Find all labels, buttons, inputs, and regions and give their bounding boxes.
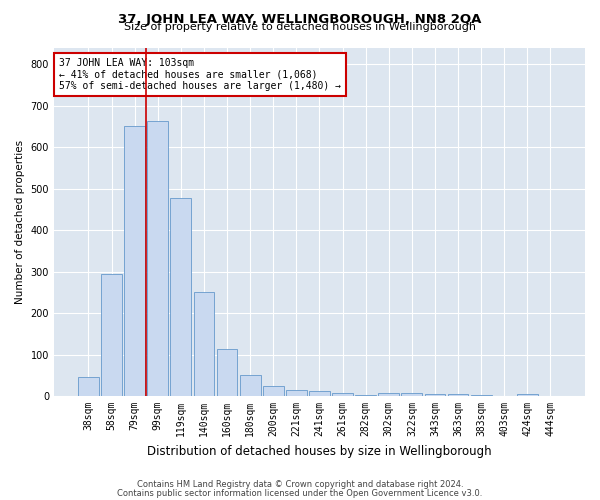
Bar: [379, 392, 399, 396]
Bar: [286, 390, 307, 396]
Bar: [448, 394, 469, 396]
Bar: [517, 394, 538, 396]
Bar: [425, 394, 445, 396]
Text: 37 JOHN LEA WAY: 103sqm
← 41% of detached houses are smaller (1,068)
57% of semi: 37 JOHN LEA WAY: 103sqm ← 41% of detache…: [59, 58, 341, 91]
Text: Size of property relative to detached houses in Wellingborough: Size of property relative to detached ho…: [124, 22, 476, 32]
Text: Contains public sector information licensed under the Open Government Licence v3: Contains public sector information licen…: [118, 488, 482, 498]
Bar: [263, 386, 284, 396]
Bar: [471, 395, 491, 396]
Bar: [401, 392, 422, 396]
Bar: [240, 376, 260, 396]
Bar: [194, 292, 214, 396]
Bar: [124, 126, 145, 396]
Bar: [148, 121, 168, 396]
X-axis label: Distribution of detached houses by size in Wellingborough: Distribution of detached houses by size …: [147, 444, 492, 458]
Bar: [355, 395, 376, 396]
Bar: [170, 198, 191, 396]
Text: Contains HM Land Registry data © Crown copyright and database right 2024.: Contains HM Land Registry data © Crown c…: [137, 480, 463, 489]
Y-axis label: Number of detached properties: Number of detached properties: [15, 140, 25, 304]
Bar: [78, 378, 99, 396]
Bar: [101, 274, 122, 396]
Bar: [309, 390, 330, 396]
Bar: [332, 392, 353, 396]
Bar: [217, 349, 238, 396]
Text: 37, JOHN LEA WAY, WELLINGBOROUGH, NN8 2QA: 37, JOHN LEA WAY, WELLINGBOROUGH, NN8 2Q…: [118, 12, 482, 26]
